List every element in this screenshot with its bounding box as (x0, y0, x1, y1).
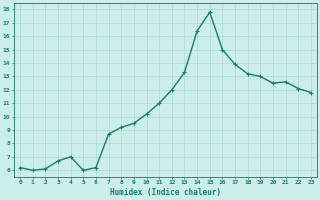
X-axis label: Humidex (Indice chaleur): Humidex (Indice chaleur) (110, 188, 221, 197)
